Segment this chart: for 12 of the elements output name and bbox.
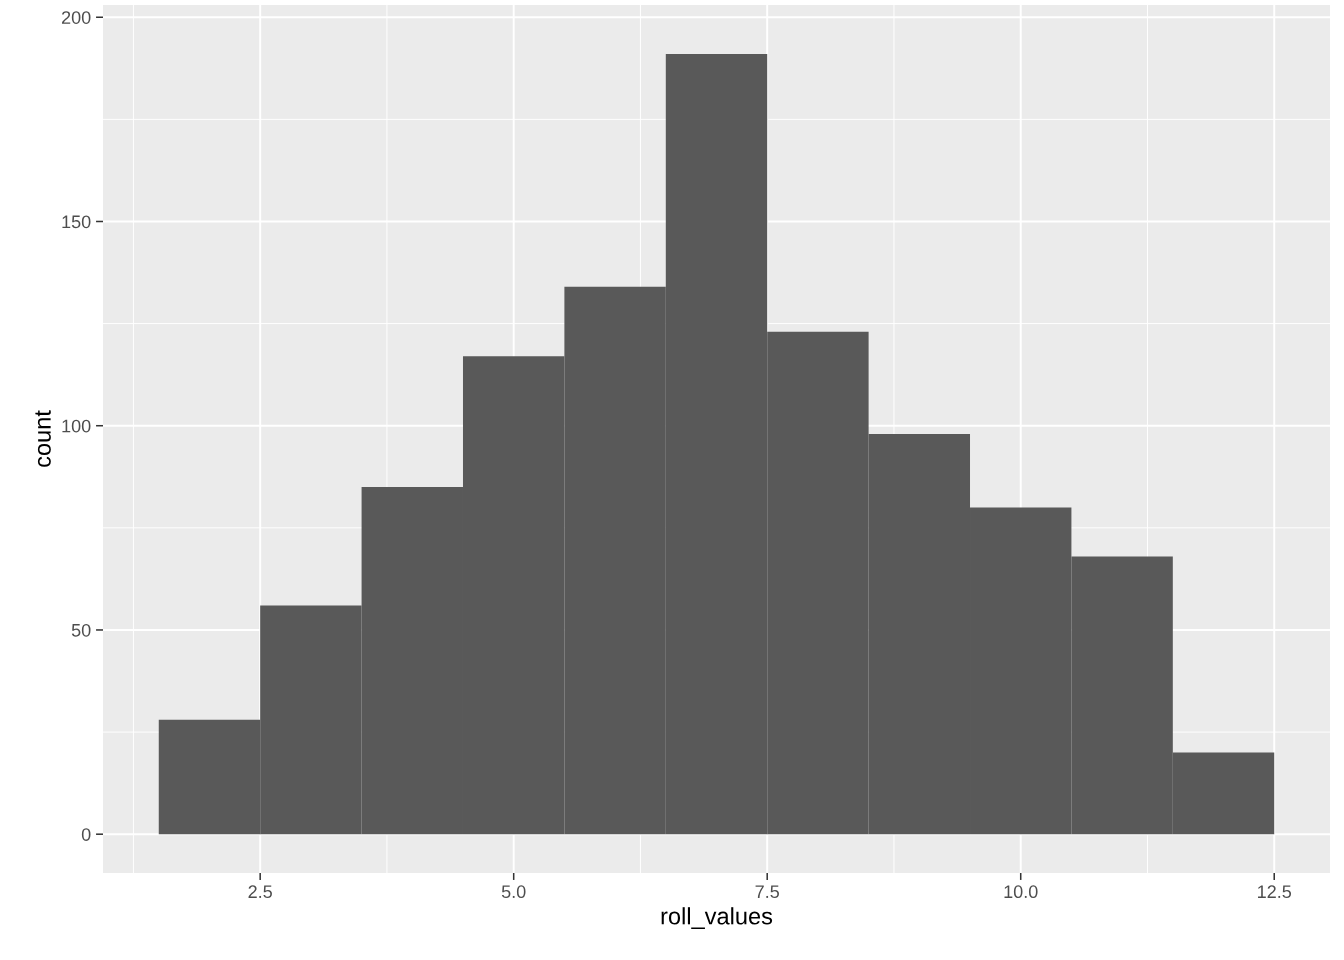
x-axis-title: roll_values bbox=[661, 907, 773, 929]
x-tick-label: 7.5 bbox=[755, 885, 779, 899]
y-tick-label: 50 bbox=[71, 623, 91, 637]
y-tick-label: 200 bbox=[61, 11, 91, 24]
x-tick-label: 12.5 bbox=[1258, 885, 1292, 899]
x-tick-label: 5.0 bbox=[501, 885, 526, 899]
y-tick-label: 0 bbox=[81, 828, 91, 841]
x-tick-label: 2.5 bbox=[248, 885, 272, 899]
x-tick-label: 10.0 bbox=[1004, 885, 1038, 899]
y-tick-label: 100 bbox=[62, 419, 91, 433]
y-tick-label: 150 bbox=[62, 215, 91, 229]
y-axis-title: count bbox=[35, 410, 51, 467]
